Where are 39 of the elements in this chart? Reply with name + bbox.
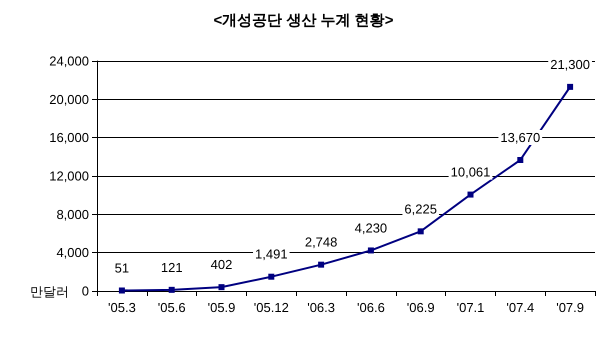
- point: [168, 286, 175, 293]
- point: [118, 288, 125, 294]
- y-tick-label: 4,000: [56, 245, 89, 260]
- point: [468, 192, 474, 198]
- data-label: 4,230: [354, 220, 388, 236]
- y-axis-title: 만달러: [30, 284, 69, 299]
- x-tick-label: '07.4: [506, 300, 534, 315]
- point: [368, 247, 374, 254]
- point: [218, 284, 224, 290]
- x-tick-label: '05.9: [208, 300, 236, 315]
- x-tick-label: '07.1: [456, 300, 484, 315]
- data-label: 2,748: [304, 234, 338, 250]
- point: [418, 228, 424, 234]
- x-tick-label: '05.12: [254, 300, 289, 315]
- y-tick-label: 0: [82, 284, 89, 298]
- chart-title: <개성공단 생산 누계 현황>: [213, 12, 394, 29]
- point: [268, 274, 274, 280]
- data-label: 51: [114, 260, 130, 276]
- y-tick-label: 8,000: [56, 206, 89, 222]
- point: [318, 262, 324, 268]
- x-tick-label: '05.6: [158, 300, 186, 315]
- data-label: 402: [210, 257, 232, 272]
- x-tick-label: '06.9: [406, 300, 435, 315]
- x-tick-label: '06.3: [307, 300, 335, 315]
- data-label: 21,300: [550, 56, 590, 72]
- y-tick-label: 16,000: [49, 130, 89, 146]
- data-label: 13,670: [500, 130, 540, 145]
- data-label: 6,225: [404, 201, 437, 216]
- data-label: 1,491: [255, 246, 288, 262]
- y-tick-label: 20,000: [49, 92, 89, 107]
- data-label: 10,061: [450, 164, 490, 180]
- y-tick-label: 24,000: [49, 54, 89, 68]
- data-label: 121: [160, 260, 183, 275]
- point: [517, 156, 524, 163]
- point: [567, 84, 574, 90]
- x-tick-label: '07.9: [556, 300, 584, 315]
- x-tick-label: '06.6: [357, 300, 385, 315]
- y-tick-label: 12,000: [49, 168, 89, 184]
- x-tick-label: '05.3: [108, 300, 136, 315]
